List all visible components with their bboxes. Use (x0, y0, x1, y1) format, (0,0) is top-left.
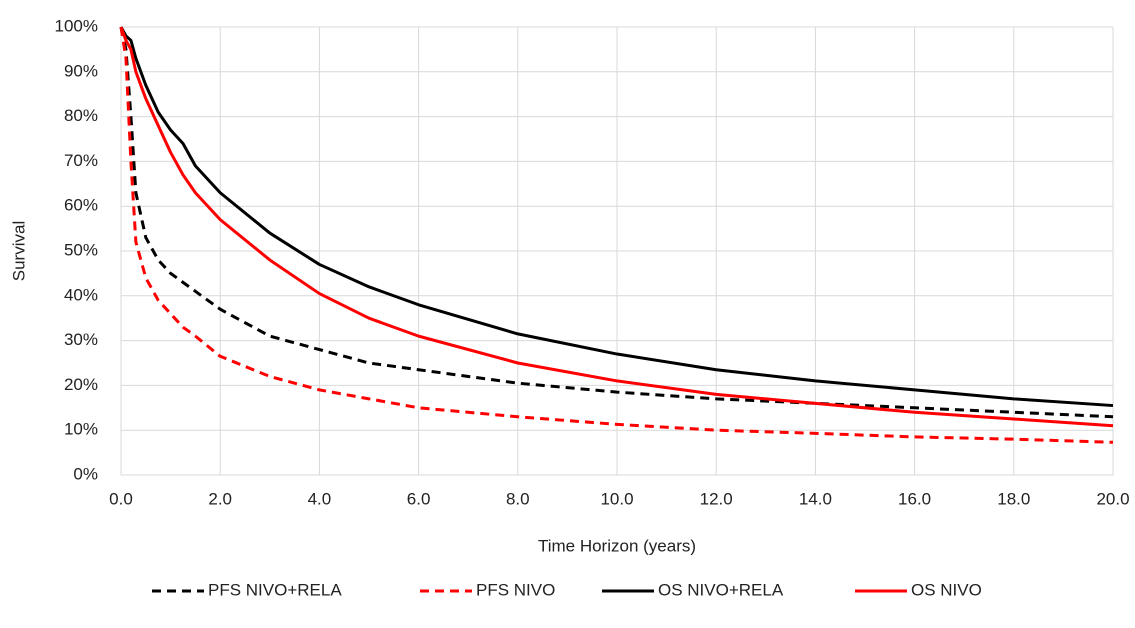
y-tick-label: 50% (64, 240, 98, 259)
x-tick-label: 10.0 (600, 489, 633, 508)
x-tick-label: 20.0 (1096, 489, 1129, 508)
y-tick-label: 40% (64, 285, 98, 304)
y-tick-label: 100% (55, 16, 98, 35)
y-tick-label: 70% (64, 151, 98, 170)
x-tick-label: 12.0 (700, 489, 733, 508)
series-line (119, 26, 1114, 408)
legend-label: PFS NIVO+RELA (208, 580, 342, 599)
series-line (119, 26, 1114, 444)
y-tick-label: 90% (64, 61, 98, 80)
series-line (119, 26, 1114, 428)
x-tick-label: 8.0 (506, 489, 530, 508)
x-tick-label: 2.0 (208, 489, 232, 508)
y-tick-label: 10% (64, 420, 98, 439)
x-tick-label: 6.0 (407, 489, 431, 508)
x-tick-label: 4.0 (308, 489, 332, 508)
x-tick-label: 18.0 (997, 489, 1030, 508)
y-axis-label: Survival (9, 221, 28, 281)
y-tick-label: 0% (73, 464, 98, 483)
legend-label: OS NIVO+RELA (658, 580, 784, 599)
legend-label: PFS NIVO (476, 580, 555, 599)
x-axis-label: Time Horizon (years) (538, 536, 696, 555)
y-tick-label: 60% (64, 196, 98, 215)
legend-label: OS NIVO (911, 580, 982, 599)
y-tick-label: 30% (64, 330, 98, 349)
x-tick-label: 16.0 (898, 489, 931, 508)
y-tick-label: 80% (64, 106, 98, 125)
x-tick-label: 14.0 (799, 489, 832, 508)
x-tick-label: 0.0 (109, 489, 133, 508)
y-tick-label: 20% (64, 375, 98, 394)
